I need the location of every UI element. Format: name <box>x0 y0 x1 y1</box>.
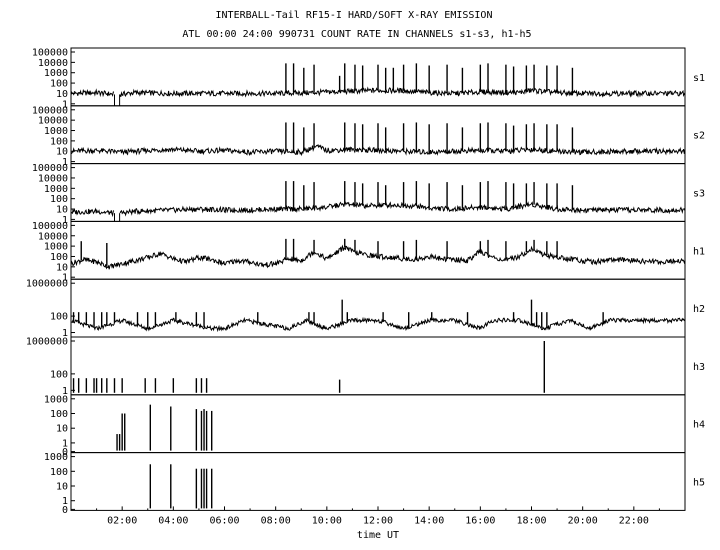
panel-frame-h2 <box>70 278 686 338</box>
x-tick-label: 10:00 <box>312 515 342 526</box>
time-axis: 02:00 04:00 06:00 08:00 10:00 12:00 14:00 16:00… <box>96 506 660 526</box>
panel-frame-h3 <box>70 336 686 396</box>
y-tick-label: 10 <box>56 424 68 435</box>
y-tick-label: 1000 <box>44 394 68 405</box>
channel-label: h1 <box>693 246 705 257</box>
y-tick-label: 10 <box>56 89 68 100</box>
y-tick-label: 1 <box>62 273 68 284</box>
x-axis-label: time UT <box>357 530 399 541</box>
y-tick-label: 100000 <box>32 163 68 174</box>
y-tick-label: 10 <box>56 482 68 493</box>
trace-s1 <box>70 86 686 98</box>
x-tick-label: 20:00 <box>568 515 598 526</box>
y-tick-label: 1000 <box>44 68 68 79</box>
y-tick-label: 100 <box>50 467 68 478</box>
y-tick-label: 1 <box>62 215 68 226</box>
y-tick-label: 1 <box>62 99 68 110</box>
channel-label: h5 <box>693 478 705 489</box>
x-tick-label: 22:00 <box>619 515 649 526</box>
y-tick-label: 1000 <box>44 452 68 463</box>
y-tick-label: 100 <box>50 369 68 380</box>
channel-label: h2 <box>693 304 705 315</box>
y-tick-label: 1 <box>62 386 68 397</box>
panels: 110100100010000100000s111010010001000010… <box>26 47 705 516</box>
panel-h3: 1 100 1000000 h3 <box>26 336 705 397</box>
y-tick-label: 1000 <box>44 126 68 137</box>
y-tick-label: 1 <box>62 438 68 449</box>
panel-frame-h5 <box>70 452 686 511</box>
y-tick-label: 1 <box>62 157 68 168</box>
y-tick-label: 1 <box>62 496 68 507</box>
y-tick-label: 100 <box>50 136 68 147</box>
chart-title: INTERBALL-Tail RF15-I HARD/SOFT X-RAY EM… <box>216 10 493 21</box>
trace-h2 <box>70 316 686 333</box>
y-tick-label: 10000 <box>38 173 68 184</box>
y-tick-label: 1 <box>62 328 68 339</box>
y-tick-label: 100 <box>50 409 68 420</box>
x-tick-label: 02:00 <box>107 515 137 526</box>
x-tick-label: 16:00 <box>465 515 495 526</box>
y-tick-label: 100 <box>50 79 68 90</box>
channel-label: s3 <box>693 189 705 200</box>
y-tick-label: 100 <box>50 312 68 323</box>
y-tick-label: 1000 <box>44 242 68 253</box>
y-tick-label: 100000 <box>32 48 68 59</box>
y-tick-label: 10 <box>56 147 68 158</box>
y-tick-label: 10000 <box>38 116 68 127</box>
y-tick-label: 10000 <box>38 58 68 69</box>
panel-h5: 01 10 100 1000 h5 <box>44 452 705 516</box>
channel-label: s2 <box>693 131 705 142</box>
x-tick-label: 06:00 <box>209 515 239 526</box>
y-tick-label: 100 <box>50 252 68 263</box>
y-tick-label: 0 <box>62 447 68 458</box>
panel-h2: 1 100 1000000 h2 <box>26 278 705 339</box>
y-tick-label: 1000000 <box>26 279 68 290</box>
y-tick-label: 1000 <box>44 184 68 195</box>
chart-subtitle: ATL 00:00 24:00 990731 COUNT RATE IN CHA… <box>182 29 531 40</box>
y-tick-label: 100 <box>50 194 68 205</box>
x-tick-label: 14:00 <box>414 515 444 526</box>
y-tick-label: 10000 <box>38 231 68 242</box>
y-tick-label: 0 <box>62 505 68 516</box>
panel-h4: 01 10 100 1000 h4 <box>44 394 705 458</box>
trace-s3 <box>70 201 686 218</box>
x-tick-label: 04:00 <box>158 515 188 526</box>
x-tick-label: 08:00 <box>261 515 291 526</box>
panel-frame-h4 <box>70 394 686 454</box>
y-tick-label: 100000 <box>32 105 68 116</box>
y-tick-label: 1000000 <box>26 337 68 348</box>
y-tick-label: 10 <box>56 205 68 216</box>
x-tick-label: 12:00 <box>363 515 393 526</box>
channel-label: h4 <box>693 420 705 431</box>
channel-label: h3 <box>693 362 705 373</box>
x-tick-label: 18:00 <box>516 515 546 526</box>
y-tick-label: 100000 <box>32 221 68 232</box>
y-tick-label: 10 <box>56 262 68 273</box>
channel-label: s1 <box>693 73 705 84</box>
